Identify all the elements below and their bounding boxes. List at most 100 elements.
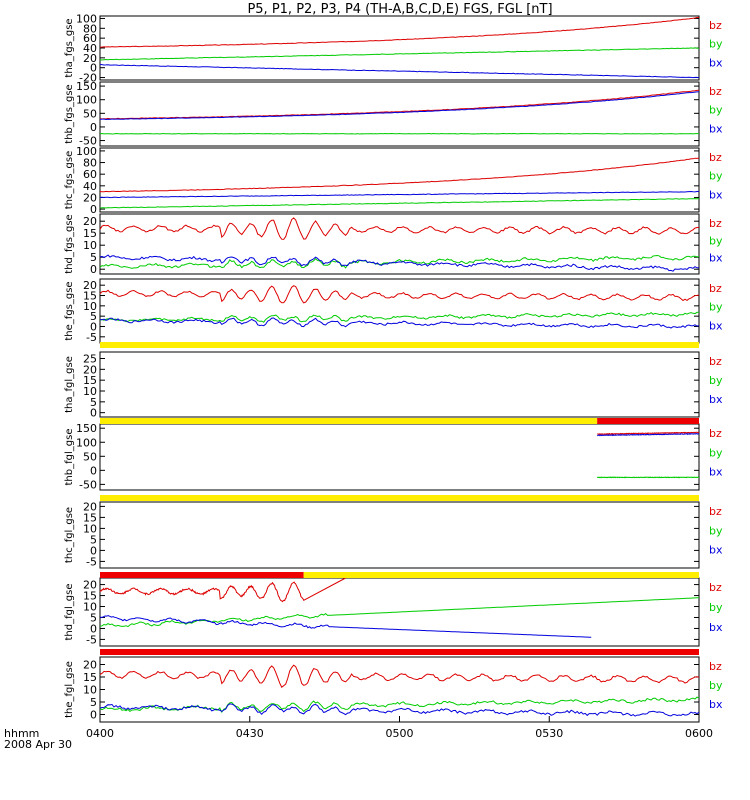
panel-frame bbox=[99, 501, 700, 569]
series-bz bbox=[99, 577, 346, 603]
series-bz bbox=[99, 157, 700, 193]
legend-bz: bz bbox=[709, 505, 722, 518]
series-bz bbox=[99, 285, 700, 304]
flag-bar-segment bbox=[100, 649, 699, 655]
legend-bz: bz bbox=[709, 282, 722, 295]
series-bx bbox=[99, 615, 592, 638]
y-tick-label: 10 bbox=[83, 522, 97, 535]
legend-bx: bx bbox=[709, 122, 723, 135]
panel-frame bbox=[99, 213, 700, 275]
legend-bx: bx bbox=[709, 56, 723, 69]
y-tick-label: 0 bbox=[90, 62, 97, 75]
y-tick-label: 15 bbox=[83, 671, 97, 684]
x-axis-label-date: 2008 Apr 30 bbox=[4, 738, 72, 751]
y-tick-label: 20 bbox=[83, 579, 97, 592]
series-bx bbox=[99, 91, 700, 121]
y-tick-label: 5 bbox=[90, 611, 97, 624]
y-tick-label: 50 bbox=[83, 450, 97, 463]
panel-ylabel: thc_fgl_gse bbox=[64, 507, 75, 563]
y-tick-label: -5 bbox=[86, 555, 97, 568]
y-tick-label: 5 bbox=[90, 696, 97, 709]
legend-bz: bz bbox=[709, 427, 722, 440]
series-by bbox=[99, 198, 700, 209]
panel-frame bbox=[99, 15, 700, 81]
y-tick-label: 100 bbox=[76, 145, 97, 158]
y-tick-label: 100 bbox=[76, 436, 97, 449]
x-tick-label: 0400 bbox=[86, 727, 114, 740]
legend-bx: bx bbox=[709, 621, 723, 634]
panel-frame bbox=[99, 147, 700, 213]
x-axis: 0400 0430 0500 0530 0600 bbox=[86, 716, 713, 740]
legend-by: by bbox=[709, 446, 723, 459]
y-tick-label: 0 bbox=[90, 121, 97, 134]
legend-bz: bz bbox=[709, 217, 722, 230]
legend-by: by bbox=[709, 234, 723, 247]
y-tick-label: 20 bbox=[83, 191, 97, 204]
y-tick-label: 5 bbox=[90, 396, 97, 409]
y-tick-label: 5 bbox=[90, 251, 97, 264]
y-tick-label: -5 bbox=[86, 331, 97, 344]
y-tick-label: 20 bbox=[83, 215, 97, 228]
legend-bx: bx bbox=[709, 466, 723, 479]
y-tick-label: 0 bbox=[90, 622, 97, 635]
y-tick-label: 0 bbox=[90, 709, 97, 722]
series-bz bbox=[597, 431, 700, 435]
legend-by: by bbox=[709, 301, 723, 314]
y-tick-label: 0 bbox=[90, 544, 97, 557]
y-tick-label: 20 bbox=[83, 500, 97, 513]
series-by bbox=[99, 254, 700, 269]
panel-ylabel: thd_fgs_gse bbox=[64, 214, 75, 273]
y-tick-label: 0 bbox=[90, 407, 97, 420]
panel-frame bbox=[99, 278, 700, 344]
y-tick-label: 80 bbox=[83, 157, 97, 170]
legend-bz: bz bbox=[709, 355, 722, 368]
y-tick-label: -50 bbox=[79, 135, 97, 148]
flag-bar-segment bbox=[100, 572, 304, 578]
y-tick-label: 10 bbox=[83, 385, 97, 398]
series-by bbox=[99, 696, 700, 714]
y-tick-label: 10 bbox=[83, 239, 97, 252]
y-tick-label: 0 bbox=[90, 263, 97, 276]
series-bx bbox=[99, 190, 700, 199]
series-by bbox=[99, 47, 699, 61]
y-tick-label: 100 bbox=[76, 12, 97, 25]
panel-ylabel: thc_fgs_gse bbox=[64, 151, 75, 210]
y-tick-label: 10 bbox=[83, 684, 97, 697]
series-bx bbox=[99, 703, 700, 717]
y-tick-label: 15 bbox=[83, 227, 97, 240]
x-axis-label-hhmm: hhmm bbox=[4, 727, 39, 740]
legend-by: by bbox=[709, 170, 723, 183]
y-tick-label: 40 bbox=[83, 180, 97, 193]
legend-bx: bx bbox=[709, 319, 723, 332]
flag-bar-segment bbox=[597, 418, 699, 424]
legend-bx: bx bbox=[709, 252, 723, 265]
y-tick-label: 50 bbox=[83, 107, 97, 120]
y-tick-label: 15 bbox=[83, 290, 97, 303]
flag-bar-segment bbox=[100, 495, 699, 501]
y-tick-label: 0 bbox=[90, 203, 97, 216]
y-tick-label: 100 bbox=[76, 94, 97, 107]
x-tick-label: 0600 bbox=[685, 727, 713, 740]
series-bz bbox=[100, 16, 700, 48]
panel-frame bbox=[99, 656, 700, 723]
y-tick-label: 10 bbox=[83, 601, 97, 614]
panel-frame bbox=[99, 351, 700, 418]
y-tick-label: 60 bbox=[83, 168, 97, 181]
series-bz bbox=[99, 89, 700, 120]
y-tick-label: 5 bbox=[90, 533, 97, 546]
y-tick-label: 15 bbox=[83, 511, 97, 524]
y-tick-label: 80 bbox=[83, 22, 97, 35]
y-tick-label: 5 bbox=[90, 310, 97, 323]
y-tick-label: 20 bbox=[83, 52, 97, 65]
y-tick-label: 60 bbox=[83, 32, 97, 45]
panel-ylabel: the_fgl_gse bbox=[64, 661, 75, 718]
